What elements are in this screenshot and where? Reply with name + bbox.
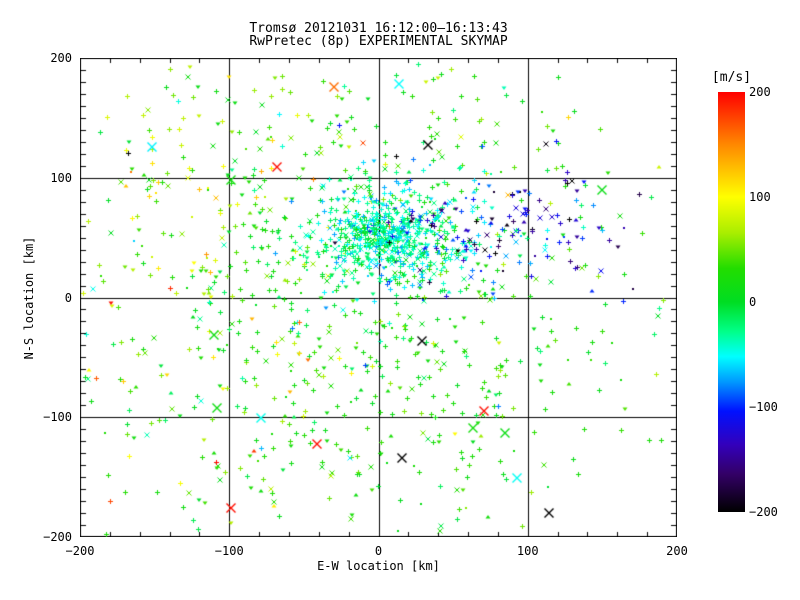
x-tick-label: 100 — [516, 544, 539, 558]
x-tick-label: −100 — [214, 544, 244, 558]
colorbar-tick-label: 200 — [749, 85, 771, 99]
y-tick-label: −100 — [43, 410, 72, 425]
colorbar-unit-label: [m/s] — [711, 70, 752, 85]
y-tick-label: 0 — [64, 290, 72, 305]
skymap-scatter-plot — [80, 58, 677, 537]
y-tick-label: 100 — [50, 170, 72, 185]
colorbar-tick-label: 0 — [749, 295, 757, 309]
plot-title-line1: Tromsø 20121031 16:12:00–16:13:43 — [249, 21, 508, 36]
y-tick-label: 200 — [50, 51, 72, 65]
x-axis-title: E-W location [km] — [317, 559, 440, 573]
colorbar-tick-label: −200 — [749, 505, 778, 519]
colorbar-gradient — [718, 92, 745, 512]
x-tick-label: 0 — [374, 544, 383, 558]
x-tick-label: −200 — [65, 544, 95, 558]
x-tick-label: 200 — [666, 544, 688, 558]
y-tick-label: −200 — [43, 530, 72, 544]
plot-title-line2: RwPretec (8p) EXPERIMENTAL SKYMAP — [249, 34, 508, 49]
colorbar-tick-label: 100 — [749, 190, 771, 204]
colorbar-tick-label: −100 — [749, 400, 778, 414]
